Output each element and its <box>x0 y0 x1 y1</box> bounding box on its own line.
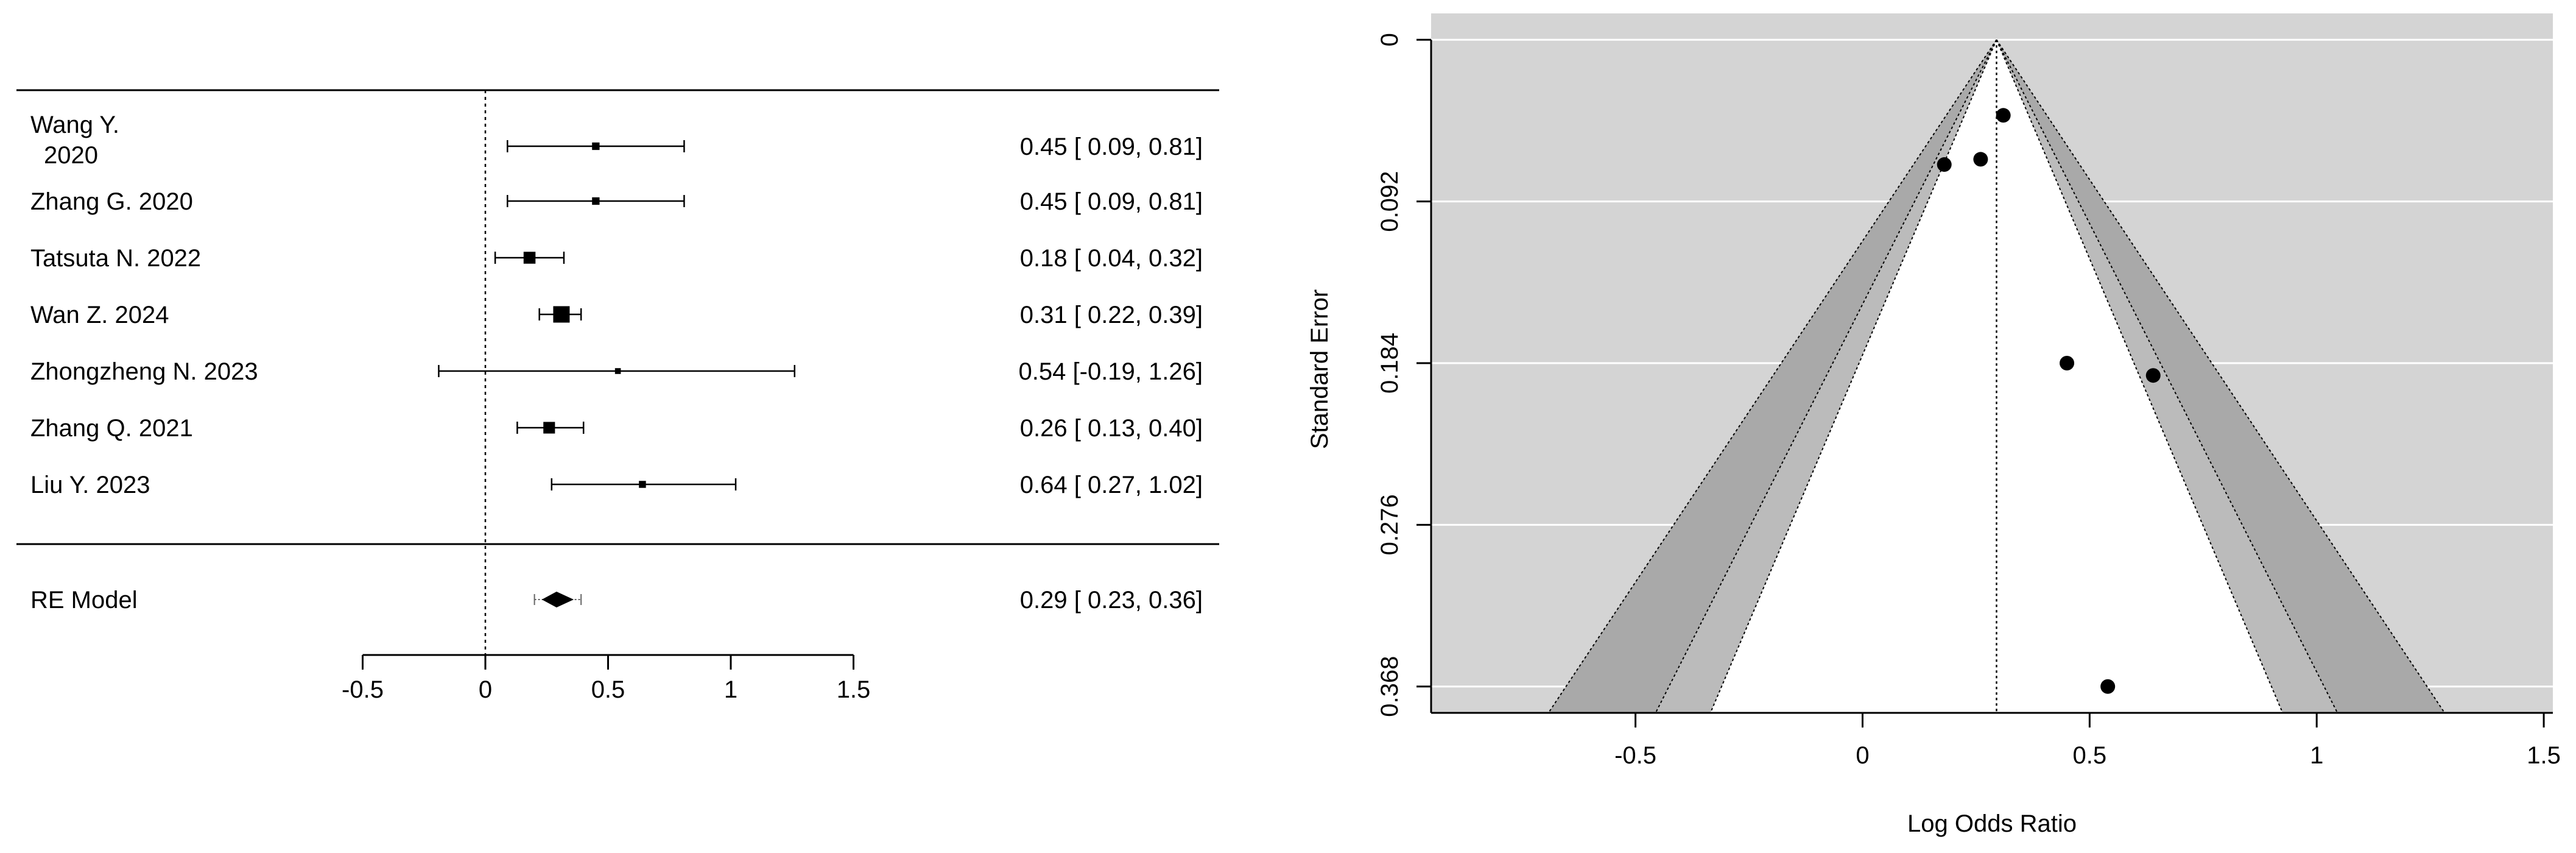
funnel-x-tick-label: -0.5 <box>1614 742 1656 769</box>
funnel-x-tick-label: 0 <box>1856 742 1869 769</box>
forest-study-row: Zhang Q. 2021 0.26 [ 0.13, 0.40] <box>30 415 1203 442</box>
study-point <box>2100 679 2116 694</box>
ci-text: 0.31 [ 0.22, 0.39] <box>1020 302 1203 328</box>
point-estimate-square <box>614 368 621 374</box>
summary-diamond <box>541 592 574 607</box>
funnel-contour-line <box>1996 39 2284 713</box>
ci-text: 0.26 [ 0.13, 0.40] <box>1020 415 1203 442</box>
funnel-contour-line <box>1655 39 1997 713</box>
summary-label: RE Model <box>30 587 138 614</box>
funnel-contour-line <box>1996 39 2338 713</box>
funnel-y-tick-label: 0.276 <box>1376 494 1403 555</box>
forest-study-row: Tatsuta N. 2022 0.18 [ 0.04, 0.32] <box>30 245 1203 272</box>
study-label: Zhongzheng N. 2023 <box>30 358 258 385</box>
study-label: Zhang Q. 2021 <box>30 415 193 442</box>
funnel-y-tick-label: 0.368 <box>1376 656 1403 717</box>
forest-study-row: Zhang G. 2020 0.45 [ 0.09, 0.81] <box>30 188 1203 215</box>
ci-text: 0.54 [-0.19, 1.26] <box>1019 358 1203 385</box>
study-point <box>2145 368 2161 383</box>
forest-x-tick-label: -0.5 <box>342 676 384 703</box>
funnel-y-axis-title: Standard Error <box>1306 289 1333 449</box>
forest-summary-row: RE Model 0.29 [ 0.23, 0.36] <box>30 587 1203 614</box>
funnel-contour-region <box>1548 40 2445 713</box>
funnel-x-tick-label: 1.5 <box>2527 742 2561 769</box>
point-estimate-square <box>553 306 570 323</box>
summary-ci-text: 0.29 [ 0.23, 0.36] <box>1020 587 1203 614</box>
point-estimate-square <box>523 252 536 264</box>
funnel-x-axis-title: Log Odds Ratio <box>1907 810 2077 837</box>
funnel-y-tick-label: 0.092 <box>1376 171 1403 232</box>
ci-text: 0.45 [ 0.09, 0.81] <box>1020 188 1203 215</box>
study-label: Tatsuta N. 2022 <box>30 245 201 272</box>
forest-study-row: Wan Z. 2024 0.31 [ 0.22, 0.39] <box>30 302 1203 328</box>
funnel-contour-line <box>1709 39 1997 713</box>
study-label: Zhang G. 2020 <box>30 188 193 215</box>
ci-text: 0.18 [ 0.04, 0.32] <box>1020 245 1203 272</box>
study-label: Liu Y. 2023 <box>30 472 150 498</box>
ci-text: 0.45 [ 0.09, 0.81] <box>1020 133 1203 160</box>
funnel-contour-region <box>1655 40 2338 713</box>
funnel-y-tick-label: 0.184 <box>1376 333 1403 394</box>
funnel-contour-line <box>1547 39 1997 713</box>
funnel-plot: -0.5 0 0.5 1 1.5 0 0.092 0.184 0.276 0.368 Log Odd… <box>1306 13 2561 837</box>
study-point <box>1973 152 1988 167</box>
forest-study-row: Liu Y. 2023 0.64 [ 0.27, 1.02] <box>30 472 1203 498</box>
ci-text: 0.64 [ 0.27, 1.02] <box>1020 472 1203 498</box>
study-point <box>2060 356 2075 370</box>
point-estimate-square <box>592 197 600 205</box>
study-point <box>1996 108 2011 123</box>
forest-plot: Wang Y.2020 0.45 [ 0.09, 0.81]Zhang G. 20… <box>16 89 1219 703</box>
point-estimate-square <box>592 142 600 150</box>
funnel-contour-line <box>1996 39 2446 713</box>
study-label: Wang Y. <box>30 111 119 138</box>
study-label: Wan Z. 2024 <box>30 302 169 328</box>
forest-x-tick-label: 0.5 <box>591 676 625 703</box>
forest-study-row: Wang Y. 2020 0.45 [ 0.09, 0.81] <box>30 111 1203 169</box>
study-point <box>1937 157 1952 172</box>
funnel-y-tick-label: 0 <box>1376 33 1403 46</box>
forest-x-tick-label: 1.5 <box>837 676 871 703</box>
forest-study-row: Zhongzheng N. 2023 0.54 [-0.19, 1.26] <box>30 358 1203 385</box>
point-estimate-square <box>543 422 555 434</box>
funnel-x-tick-label: 0.5 <box>2073 742 2107 769</box>
forest-x-tick-label: 1 <box>724 676 737 703</box>
funnel-x-tick-label: 1 <box>2310 742 2323 769</box>
point-estimate-square <box>639 481 646 488</box>
forest-x-tick-label: 0 <box>479 676 492 703</box>
study-label: 2020 <box>44 142 98 169</box>
